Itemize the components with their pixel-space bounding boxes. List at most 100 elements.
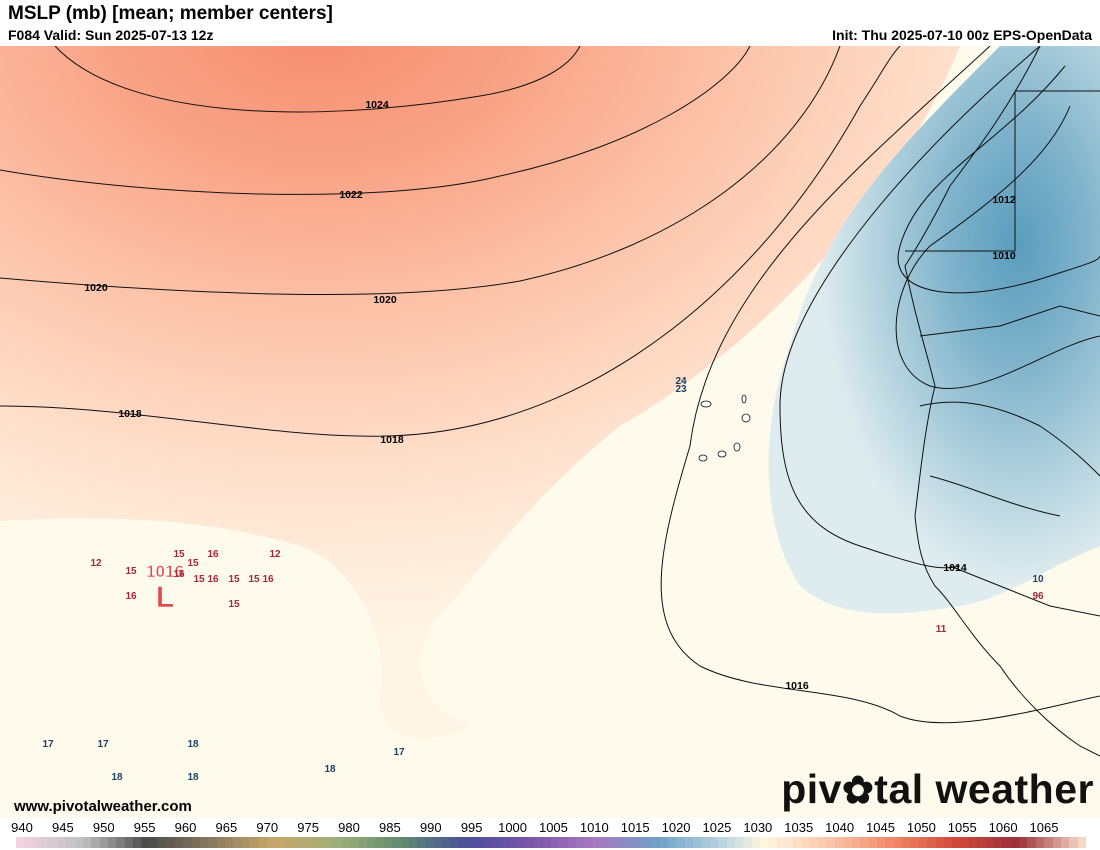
member-center: 17 [97, 739, 109, 750]
member-center: 23 [675, 384, 687, 395]
isobar-label: 1018 [380, 434, 404, 446]
colorbar-swatch [383, 837, 393, 848]
colorbar-swatch [492, 837, 501, 848]
colorbar-tick-label: 995 [460, 820, 483, 835]
isobar-labels: 1024 1022 1020 1020 1018 1018 1016 1014 … [84, 99, 1016, 692]
colorbar-swatch [375, 837, 384, 848]
member-centers: 12 15 16 15 16 12 15 15 16 15 15 16 16 1… [42, 376, 1044, 783]
colorbar-swatch [41, 837, 50, 848]
colorbar-swatch [818, 837, 827, 848]
member-center: 16 [173, 569, 185, 580]
member-center: 17 [393, 747, 405, 758]
member-center: 16 [207, 574, 219, 585]
colorbar-swatch [877, 837, 886, 848]
colorbar-swatch [1044, 837, 1053, 848]
colorbar-swatch [1077, 837, 1086, 848]
colorbar-swatch [927, 837, 936, 848]
colorbar-swatch [191, 837, 200, 848]
colorbar-swatch [776, 837, 786, 848]
colorbar-swatch [592, 837, 602, 848]
isobar-label: 1020 [84, 282, 108, 294]
colorbar-swatch [634, 837, 643, 848]
isobar-label: 1012 [992, 194, 1016, 206]
colorbar-swatch [57, 837, 67, 848]
colorbar-swatch [258, 837, 267, 848]
member-center: 16 [207, 549, 219, 560]
isobar-label: 1014 [943, 562, 967, 574]
colorbar-swatch [551, 837, 560, 848]
colorbar-swatch [450, 837, 460, 848]
colorbar-swatch [977, 837, 986, 848]
isobar-label: 1024 [365, 99, 389, 111]
island-1 [700, 400, 712, 408]
colorbar-tick-label: 975 [297, 820, 320, 835]
colorbar-swatch [768, 837, 777, 848]
colorbar-swatch [759, 837, 769, 848]
colorbar-swatch [709, 837, 719, 848]
colorbar-swatch [350, 837, 359, 848]
colorbar-swatch [308, 837, 317, 848]
colorbar-swatch [542, 837, 551, 848]
colorbar-swatch [199, 837, 209, 848]
member-center: 17 [42, 739, 54, 750]
colorbar-swatch [1019, 837, 1028, 848]
colorbar-swatch [82, 837, 92, 848]
colorbar-swatch [1060, 837, 1070, 848]
member-center: 16 [262, 574, 274, 585]
colorbar-tick-label: 965 [215, 820, 238, 835]
site-url[interactable]: www.pivotalweather.com [14, 798, 192, 815]
colorbar-swatch [266, 837, 276, 848]
island-6 [741, 394, 747, 404]
colorbar-swatch [985, 837, 995, 848]
colorbar-swatch [943, 837, 953, 848]
colorbar-tick-label: 970 [256, 820, 279, 835]
colorbar-swatch [24, 837, 33, 848]
colorbar-swatch [433, 837, 443, 848]
colorbar-swatch [534, 837, 543, 848]
colorbar-swatch [316, 837, 326, 848]
isobar-label: 1016 [785, 680, 809, 692]
colorbar-swatch [66, 837, 75, 848]
colorbar-tick-label: 1035 [784, 820, 814, 835]
colorbar-swatch [392, 837, 401, 848]
colorbar-tick-label: 1010 [579, 820, 609, 835]
low-value: 1016 [146, 562, 184, 581]
colorbar-swatch [810, 837, 819, 848]
colorbar-tick-label: 1065 [1029, 820, 1059, 835]
colorbar: 940 945 950 955 960 965 970 975 980 985 990 995 1000… [0, 818, 1100, 850]
colorbar-swatch [642, 837, 652, 848]
colorbar-swatch [467, 837, 476, 848]
colorbar-swatch [668, 837, 677, 848]
map-title: MSLP (mb) [mean; member centers] [8, 3, 333, 24]
isobars [0, 46, 1100, 724]
member-center: 18 [111, 772, 123, 783]
colorbar-swatch [124, 837, 134, 848]
colorbar-swatch [367, 837, 376, 848]
colorbar-swatch [241, 837, 251, 848]
colorbar-swatch [1052, 837, 1061, 848]
colorbar-swatches [16, 837, 1086, 848]
colorbar-swatch [567, 837, 577, 848]
brand-logo: piv✿tal weather [781, 766, 1094, 813]
colorbar-swatch [283, 837, 292, 848]
colorbar-swatch [693, 837, 702, 848]
colorbar-swatch [893, 837, 903, 848]
colorbar-swatch [216, 837, 225, 848]
colorbar-tick-label: 945 [52, 820, 74, 835]
colorbar-swatch [484, 837, 493, 848]
brand-text-1: piv [781, 766, 842, 812]
border-1 [905, 90, 1100, 252]
header: MSLP (mb) [mean; member centers] F084 Va… [0, 0, 1100, 46]
colorbar-swatch [1010, 837, 1020, 848]
border-4 [929, 475, 1061, 517]
colorbar-tick-label: 1025 [702, 820, 732, 835]
colorbar-tick-label: 950 [92, 820, 115, 835]
isobar-1012 [897, 65, 1100, 294]
isobar-label: 1022 [339, 189, 363, 201]
colorbar-swatch [601, 837, 610, 848]
colorbar-swatch [275, 837, 284, 848]
colorbar-tick-label: 1055 [947, 820, 977, 835]
colorbar-swatch [626, 837, 635, 848]
colorbar-swatch [291, 837, 301, 848]
colorbar-swatch [141, 837, 150, 848]
